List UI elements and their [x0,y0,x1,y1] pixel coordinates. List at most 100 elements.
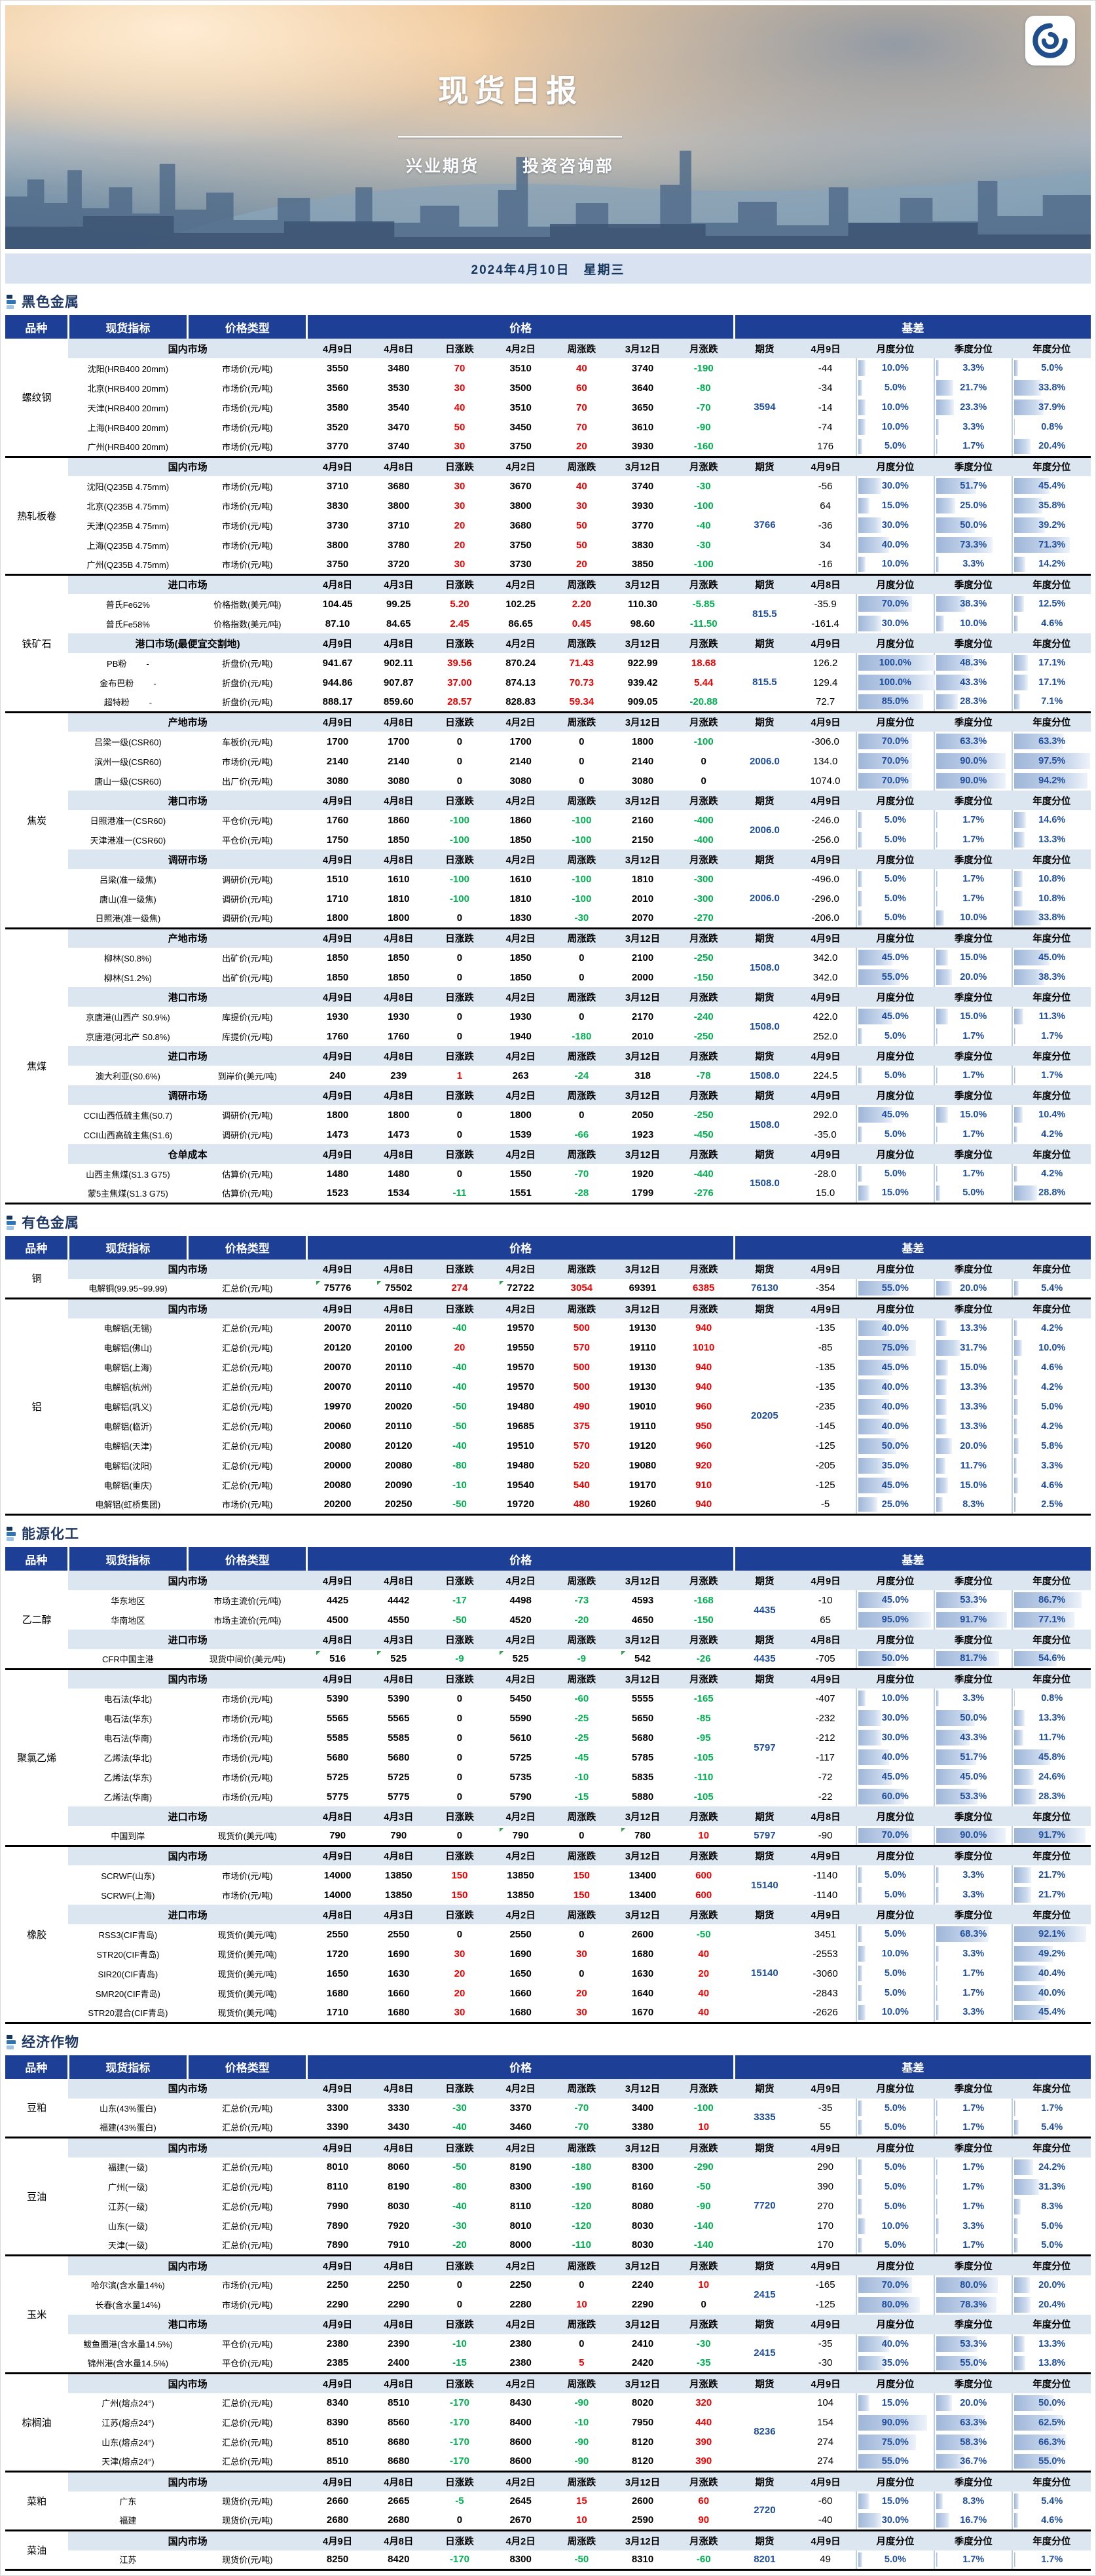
date-col-header: 月涨跌 [673,1806,735,1826]
date-col-header: 期货 [734,2254,795,2275]
date-col-header: 3月12日 [612,2471,674,2492]
indicator-name: 普氏Fe58% [105,619,150,629]
price-value: 20070 [323,1362,352,1373]
percentile-cell: 70.0% [855,2275,935,2295]
percentile-cell: 15.0% [855,2393,935,2413]
percentile-data-bar [1014,1887,1032,1903]
price-type: 调研价(元/吨) [222,1110,273,1121]
futures-price: 3766 [754,519,776,531]
price-value: 1660 [388,1987,410,1999]
basis-value: -60 [818,2495,833,2507]
percentile-cell: 37.9% [1012,398,1091,417]
change-value: -100 [572,834,592,846]
price-value: 3450 [509,421,532,433]
basis-value: -1140 [813,1889,838,1901]
price-value: 8060 [388,2161,410,2173]
date-col-header: 4月2日 [490,455,551,476]
indicator-name: 唐山一级(CSR60) [94,776,162,787]
date-col-header: 4月9日 [306,987,369,1007]
price-value: 8080 [631,2201,654,2212]
price-value: 516 [307,1649,368,1669]
date-col-header: 月度分位 [856,1259,935,1279]
percentile-cell: 70.0% [855,1826,935,1846]
price-value: 939.42 [627,677,658,688]
percentile-cell: 3.3% [934,555,1013,574]
percentile-data-bar [936,1789,977,1804]
basis-value: 274 [817,2436,834,2448]
percentile-data-bar [858,891,862,906]
price-value: 780 [612,1826,673,1846]
date-col-header: 年度分位 [1012,849,1091,869]
price-value: 20110 [385,1362,412,1373]
change-value: 18.68 [691,657,716,669]
date-col-header: 月度分位 [856,987,935,1007]
basis-value: 274 [817,2455,834,2467]
price-type: 现货价(美元/吨) [217,1949,277,1960]
date-col-header: 月度分位 [856,1144,935,1164]
percentile-cell: 71.3% [1012,535,1091,555]
change-value: -9 [455,1652,464,1664]
variety-label: 棕榈油 [5,2372,69,2472]
indicator-name: 天津(HRB400 20mm) [87,403,169,413]
indicator-name: 柳林(S0.8%) [103,953,152,963]
change-value: 0 [701,2299,706,2310]
percentile-cell: 5.0% [855,1164,935,1184]
percentile-cell: 70.0% [855,732,935,751]
price-type: 平仓价(元/吨) [222,815,273,826]
date-col-header: 周涨跌 [551,2254,612,2275]
percentile-data-bar [1014,1185,1037,1201]
percentile-cell: 63.3% [934,2412,1013,2433]
market-label: 进口市场 [68,1905,307,1924]
percentile-data-bar [858,1028,862,1044]
percentile-cell: 85.0% [855,692,935,712]
percentile-cell: 4.2% [1012,1318,1091,1338]
price-value: 3770 [326,440,349,452]
price-value: 3390 [326,2121,349,2133]
date-col-header: 月度分位 [856,927,935,948]
date-col-header: 期货 [734,1630,795,1649]
change-value: -25 [574,1712,589,1724]
price-value: 3400 [631,2102,654,2114]
indicator-name: PB粉 - [107,658,149,669]
price-type: 市场价(元/吨) [222,1733,273,1744]
indicator-name: 山东(43%蛋白) [100,2104,156,2114]
percentile-data-bar [936,1068,938,1083]
change-value: 375 [573,1421,590,1432]
price-type: 调研价(元/吨) [222,1130,273,1140]
change-value: -90 [574,2436,589,2448]
price-value: 5390 [388,1692,410,1704]
basis-value: -35.9 [814,598,837,610]
date-col-header: 4月9日 [795,339,856,358]
date-col-header: 年度分位 [1012,1571,1091,1590]
percentile-data-bar [858,1710,881,1726]
date-col-header: 4月8日 [368,455,429,476]
price-value: 7950 [631,2417,654,2428]
change-value: -15 [452,2357,467,2369]
percentile-cell: 5.4% [1012,2118,1091,2138]
percentile-cell: 1.7% [934,437,1013,457]
percentile-data-bar [936,2454,965,2469]
price-value: 5775 [326,1791,349,1802]
price-value: 3730 [326,519,349,531]
percentile-data-bar [936,1690,939,1706]
price-value: 909.05 [627,696,658,707]
price-value: 5880 [631,1791,654,1802]
date-col-header: 4月8日 [368,2137,429,2157]
date-col-header: 月涨跌 [673,2529,735,2550]
percentile-cell: 40.0% [855,1318,935,1338]
col-header-price: 价格 [306,1235,735,1260]
percentile-data-bar [936,2159,938,2175]
basis-value: -407 [815,1692,835,1704]
percentile-data-bar [936,694,959,709]
price-value: 1534 [388,1187,410,1199]
percentile-cell: 63.3% [1012,732,1091,751]
price-value: 3510 [509,362,532,374]
percentile-data-bar [936,1985,938,2001]
percentile-cell: 39.2% [1012,515,1091,535]
percentile-data-bar [858,2493,870,2509]
date-col-header: 月涨跌 [673,1085,735,1105]
change-value: 570 [573,1342,590,1353]
basis-value: -28.0 [814,1168,837,1180]
percentile-data-bar [1014,1418,1018,1434]
percentile-cell: 4.6% [1012,1475,1091,1495]
